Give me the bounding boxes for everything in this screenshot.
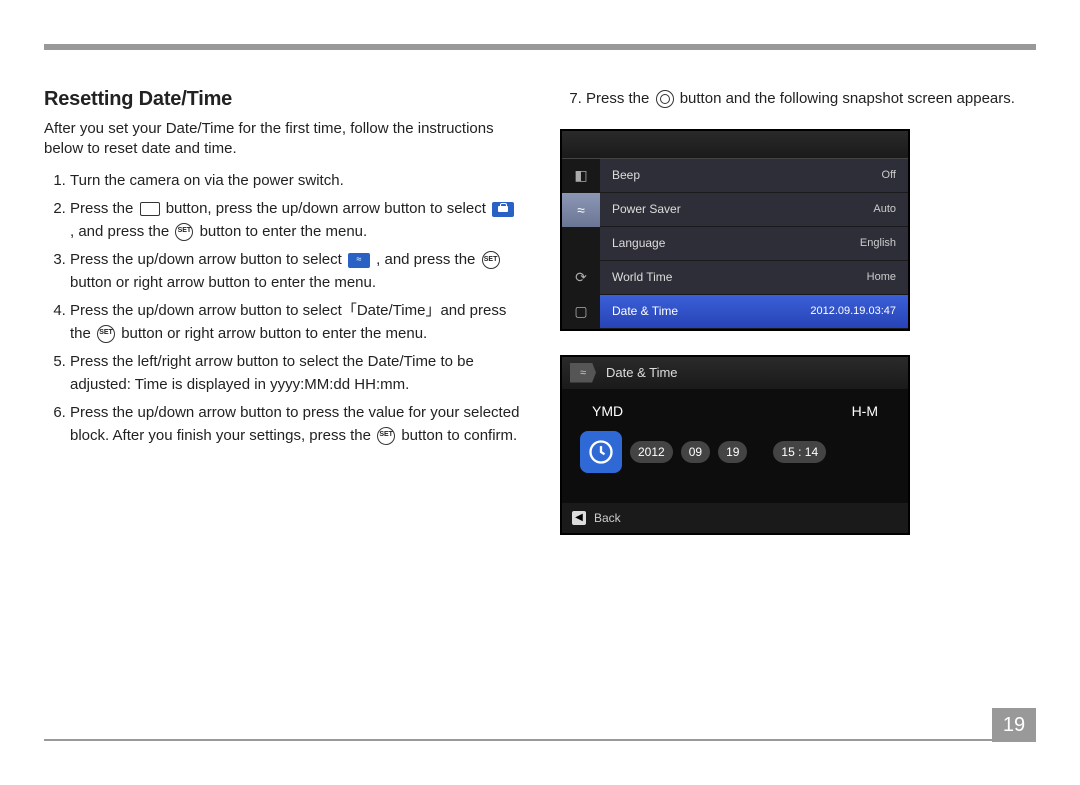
sidebar-refresh-icon: ⟳ (562, 261, 600, 295)
datetime-body: YMD H-M 2012 09 19 15 : 14 (562, 389, 908, 485)
camera-menu-list: Beep Off Power Saver Auto Language Engli… (600, 159, 908, 329)
back-icon: ◀ (572, 511, 586, 525)
menu-row-label: Beep (612, 168, 640, 182)
sidebar-card-icon: ▢ (562, 295, 600, 329)
menu-row-world-time: World Time Home (600, 261, 908, 295)
datetime-format-labels: YMD H-M (580, 403, 890, 431)
step-6: Press the up/down arrow button to press … (70, 402, 520, 447)
datetime-fields: 2012 09 19 15 : 14 (580, 431, 890, 473)
menu-row-label: World Time (612, 270, 672, 284)
clock-icon (580, 431, 622, 473)
page-number-badge: 19 (992, 708, 1036, 742)
menu-row-label: Date & Time (612, 304, 678, 318)
menu-row-label: Language (612, 236, 665, 250)
camera-menu-body: ◧ ≈ ⟳ ▢ Beep Off Power Saver Auto (562, 159, 908, 329)
sidebar-blank-icon (562, 227, 600, 261)
hm-label: H-M (852, 403, 878, 419)
step-2-text-a: Press the (70, 200, 138, 217)
step-3-text-c: button or right arrow button to enter th… (70, 274, 376, 291)
datetime-footer: ◀ Back (562, 503, 908, 533)
camera-tab-bar (562, 131, 908, 159)
sidebar-camera-icon: ◧ (562, 159, 600, 193)
breadcrumb-wrench-icon: ≈ (570, 363, 596, 383)
ring-button-icon (656, 90, 674, 108)
instruction-list-left: Turn the camera on via the power switch.… (44, 170, 520, 448)
page-frame: Resetting Date/Time After you set your D… (44, 44, 1036, 741)
day-field: 19 (718, 441, 747, 463)
camera-menu-screenshot: ◧ ≈ ⟳ ▢ Beep Off Power Saver Auto (560, 129, 910, 331)
wrench-menu-icon: ≈ (348, 253, 370, 268)
intro-paragraph: After you set your Date/Time for the fir… (44, 119, 520, 160)
back-label: Back (594, 511, 621, 525)
step-2-text-c: , and press the (70, 223, 173, 240)
set-button-icon: SET (377, 427, 395, 445)
menu-row-value: 2012.09.19.03:47 (810, 305, 896, 317)
datetime-title: Date & Time (606, 365, 678, 380)
menu-row-value: Off (882, 169, 896, 181)
set-button-icon: SET (97, 325, 115, 343)
datetime-header: ≈ Date & Time (562, 357, 908, 389)
step-3: Press the up/down arrow button to select… (70, 249, 520, 294)
step-2: Press the button, press the up/down arro… (70, 198, 520, 243)
step-7-text-b: button and the following snapshot screen… (680, 90, 1015, 107)
instruction-list-right: Press the button and the following snaps… (560, 88, 1036, 111)
menu-row-language: Language English (600, 227, 908, 261)
menu-row-value: Auto (873, 203, 896, 215)
menu-row-beep: Beep Off (600, 159, 908, 193)
step-5: Press the left/right arrow button to sel… (70, 351, 520, 396)
menu-row-power-saver: Power Saver Auto (600, 193, 908, 227)
step-7-text-a: Press the (586, 90, 654, 107)
right-column: Press the button and the following snaps… (560, 88, 1036, 535)
step-3-text-a: Press the up/down arrow button to select (70, 251, 346, 268)
step-7: Press the button and the following snaps… (586, 88, 1036, 111)
func-menu-button-icon (140, 202, 160, 216)
menu-row-date-time: Date & Time 2012.09.19.03:47 (600, 295, 908, 329)
step-2-text-d: button to enter the menu. (200, 223, 368, 240)
year-field: 2012 (630, 441, 673, 463)
menu-row-label: Power Saver (612, 202, 681, 216)
step-1: Turn the camera on via the power switch. (70, 170, 520, 193)
menu-row-value: Home (867, 271, 896, 283)
left-column: Resetting Date/Time After you set your D… (44, 88, 520, 535)
step-4: Press the up/down arrow button to select… (70, 300, 520, 345)
sidebar-setup-icon: ≈ (562, 193, 600, 227)
section-heading: Resetting Date/Time (44, 88, 520, 111)
set-button-icon: SET (175, 223, 193, 241)
menu-row-value: English (860, 237, 896, 249)
step-3-text-b: , and press the (376, 251, 479, 268)
ymd-label: YMD (592, 403, 623, 419)
toolbox-icon (492, 202, 514, 217)
camera-menu-sidebar: ◧ ≈ ⟳ ▢ (562, 159, 600, 329)
step-4-text-b: button or right arrow button to enter th… (121, 325, 427, 342)
time-field: 15 : 14 (773, 441, 826, 463)
step-2-text-b: button, press the up/down arrow button t… (166, 200, 490, 217)
two-column-layout: Resetting Date/Time After you set your D… (44, 88, 1036, 535)
set-button-icon: SET (482, 251, 500, 269)
month-field: 09 (681, 441, 710, 463)
camera-datetime-screenshot: ≈ Date & Time YMD H-M 2012 (560, 355, 910, 535)
step-6-text-b: button to confirm. (401, 427, 517, 444)
